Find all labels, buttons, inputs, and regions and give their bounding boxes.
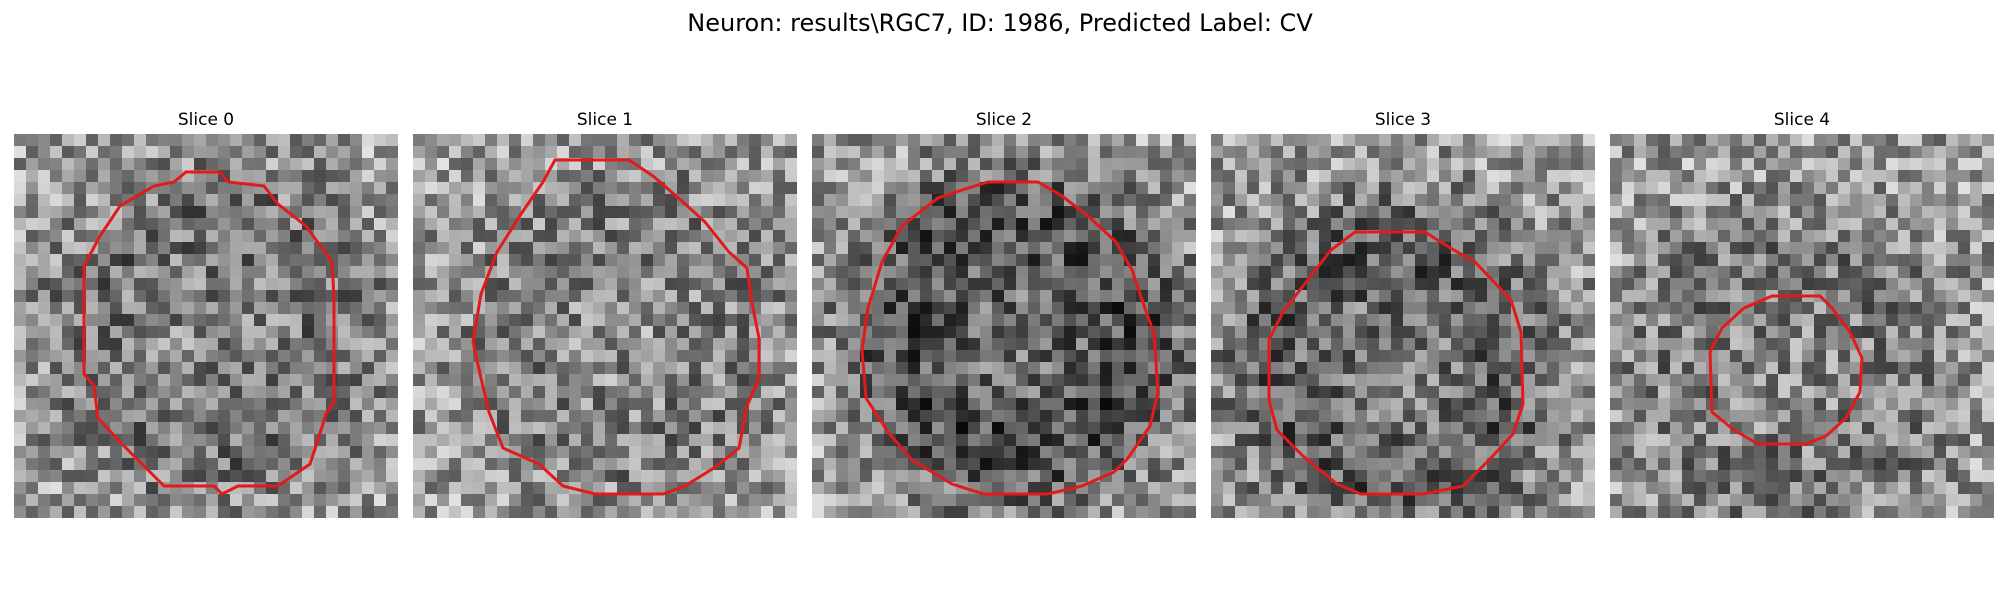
slice-image [812,134,1196,518]
slice-image [1211,134,1595,518]
pixel-noise [14,134,398,518]
slice-image [413,134,797,518]
panel-title: Slice 1 [413,108,797,132]
pixel-noise [1211,134,1595,518]
panel-title: Slice 4 [1610,108,1994,132]
suptitle: Neuron: results\RGC7, ID: 1986, Predicte… [0,6,2000,40]
pixel-noise [1610,134,1994,518]
pixel-noise [812,134,1196,518]
slice-image [1610,134,1994,518]
pixel-noise [413,134,797,518]
panel-title: Slice 2 [812,108,1196,132]
slice-image [14,134,398,518]
panel-title: Slice 3 [1211,108,1595,132]
panel-title: Slice 0 [14,108,398,132]
